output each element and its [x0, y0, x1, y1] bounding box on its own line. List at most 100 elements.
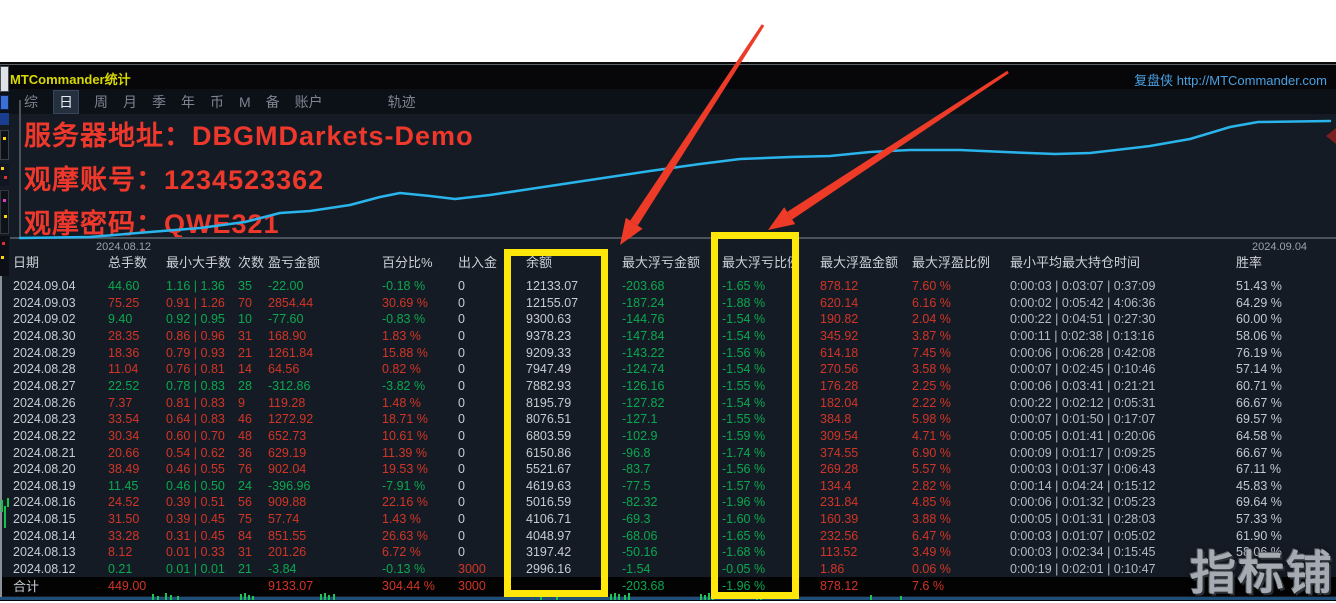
table-cell: 24.52	[108, 495, 140, 510]
table-row: 2024.08.29 18.36 0.79 | 0.93 21 1261.84 15.88…	[0, 345, 1336, 362]
annotation-box-max-float-loss-ratio-column	[711, 232, 799, 599]
table-cell: 176.28	[820, 378, 859, 393]
table-cell: 2.82 %	[912, 478, 951, 493]
table-cell: 11.39 %	[382, 445, 427, 460]
table-cell: 345.92	[820, 328, 859, 343]
table-cell: 0.21	[108, 562, 133, 577]
table-cell: 7.60 %	[912, 279, 951, 293]
column-header: 日期	[13, 255, 40, 270]
table-row: 2024.08.15 31.50 0.39 | 0.45 75 57.74 1.43 % 0…	[0, 511, 1336, 528]
table-cell: 24	[238, 478, 252, 493]
table-cell: 0	[458, 345, 465, 360]
table-cell: -126.16	[622, 378, 665, 393]
table-header: 日期 总手数 最小大手数 次数 盈亏金额 百分比% 出入金 余额 最大浮亏金额 最大浮亏比例 最大浮…	[0, 250, 1336, 276]
table-cell: 0	[458, 395, 465, 410]
table-cell: 0	[458, 445, 465, 460]
table-cell: 2024.08.13	[13, 545, 76, 560]
table-cell: 1.16 | 1.36	[166, 279, 225, 293]
table-cell: 0.81 | 0.83	[166, 395, 225, 410]
window-bottom-border	[0, 597, 1336, 601]
table-cell: 33.28	[108, 528, 140, 543]
table-cell: 0:00:22 | 0:04:51 | 0:27:30	[1010, 312, 1156, 327]
column-header: 出入金	[458, 255, 498, 270]
table-row: 2024.08.21 20.66 0.54 | 0.62 36 629.19 11.39 …	[0, 445, 1336, 462]
table-cell: 18.36	[108, 345, 140, 360]
table-row: 2024.08.22 30.34 0.60 | 0.70 48 652.73 10.61 …	[0, 428, 1336, 445]
table-cell: 182.04	[820, 395, 859, 410]
table-cell: 629.19	[268, 445, 307, 460]
table-cell: 0.60 | 0.70	[166, 428, 225, 443]
table-cell: 2024.08.16	[13, 495, 76, 510]
table-cell: -1.55 %	[722, 412, 766, 427]
table-cell: 4.71 %	[912, 428, 951, 443]
table-cell: 0.31 | 0.45	[166, 528, 225, 543]
table-cell: -143.22	[622, 345, 665, 360]
brand-link[interactable]: 复盘侠 http://MTCommander.com	[1134, 73, 1327, 88]
table-cell: -1.54 %	[722, 395, 766, 410]
column-header: 最小大手数	[166, 255, 232, 270]
table-cell: -312.86	[268, 378, 311, 393]
table-cell: 4048.97	[526, 528, 572, 543]
table-cell: -96.8	[622, 445, 651, 460]
table-cell: 2996.16	[526, 562, 572, 577]
table-cell: 0	[458, 462, 465, 477]
table-cell: 2024.08.26	[13, 395, 76, 410]
table-cell: 0:00:09 | 0:01:17 | 0:09:25	[1010, 445, 1156, 460]
table-cell: 6.16 %	[912, 295, 951, 310]
table-cell: -203.68	[622, 279, 665, 293]
table-cell: -1.74 %	[722, 445, 766, 460]
table-cell: -147.84	[622, 328, 665, 343]
table-cell: 69.64 %	[1236, 495, 1282, 510]
table-cell: 57.74	[268, 512, 300, 527]
table-cell: 2024.08.15	[13, 512, 76, 527]
table-cell: 2024.08.19	[13, 478, 76, 493]
table-row: 2024.08.16 24.52 0.39 | 0.51 56 909.88 22.16 …	[0, 494, 1336, 511]
table-row: 2024.09.04 44.60 1.16 | 1.36 35 -22.00 -0.18 …	[0, 278, 1336, 295]
table-cell: -0.13 %	[382, 562, 426, 577]
table-cell: -1.56 %	[722, 462, 766, 477]
table-cell: 7882.93	[526, 378, 572, 393]
table-cell: 76	[238, 462, 252, 477]
table-cell: 0:00:07 | 0:01:50 | 0:17:07	[1010, 412, 1156, 427]
table-cell: 201.26	[268, 545, 307, 560]
table-cell: 6.72 %	[382, 545, 421, 560]
table-cell: -1.56 %	[722, 345, 766, 360]
table-row: 2024.08.20 38.49 0.46 | 0.55 76 902.04 19.53 …	[0, 461, 1336, 478]
table-cell: 5.98 %	[912, 412, 951, 427]
table-cell: 75.25	[108, 295, 140, 310]
table-cell: 0:00:05 | 0:01:41 | 0:20:06	[1010, 428, 1156, 443]
table-cell: -1.96 %	[722, 495, 766, 510]
table-cell: 0.64 | 0.83	[166, 412, 225, 427]
table-cell: -144.76	[622, 312, 665, 327]
table-cell: 51.43 %	[1236, 279, 1282, 293]
table-row: 2024.09.02 9.40 0.92 | 0.95 10 -77.60 -0.83 %…	[0, 311, 1336, 328]
table-cell: -69.3	[622, 512, 651, 527]
table-cell: 1261.84	[268, 345, 314, 360]
table-cell: 66.67 %	[1236, 445, 1282, 460]
table-cell: 5016.59	[526, 495, 572, 510]
table-cell: 2024.08.21	[13, 445, 76, 460]
table-row: 2024.08.12 0.21 0.01 | 0.01 21 -3.84 -0.13 % 3…	[0, 561, 1336, 578]
table-cell: 0:00:22 | 0:02:12 | 0:05:31	[1010, 395, 1156, 410]
table-cell: -0.18 %	[382, 279, 426, 293]
table-cell: 0:00:06 | 0:03:41 | 0:21:21	[1010, 378, 1156, 393]
table-cell: 231.84	[820, 495, 859, 510]
table-cell: 0:00:19 | 0:02:01 | 0:10:47	[1010, 562, 1156, 577]
table-cell: 28	[238, 378, 252, 393]
table-cell: 19.53 %	[382, 462, 428, 477]
table-cell: 134.4	[820, 478, 852, 493]
table-cell: 0:00:07 | 0:02:45 | 0:10:46	[1010, 362, 1156, 377]
table-cell: 0.39 | 0.45	[166, 512, 225, 527]
table-total-row: 合计 449.00 9133.07 304.44 % 3000 -203.68 -1.96 …	[0, 577, 1336, 596]
table-cell: 28.35	[108, 328, 140, 343]
table-cell: 0.39 | 0.51	[166, 495, 225, 510]
table-cell: -1.55 %	[722, 378, 766, 393]
table-cell: 0:00:03 | 0:03:07 | 0:37:09	[1010, 279, 1156, 293]
table-cell: -1.54 %	[722, 362, 766, 377]
table-cell: 878.12	[820, 279, 859, 293]
table-cell: 3.87 %	[912, 328, 951, 343]
table-cell: -102.9	[622, 428, 658, 443]
table-cell: -127.1	[622, 412, 658, 427]
table-cell: 0	[458, 279, 465, 293]
table-cell: 190.82	[820, 312, 859, 327]
